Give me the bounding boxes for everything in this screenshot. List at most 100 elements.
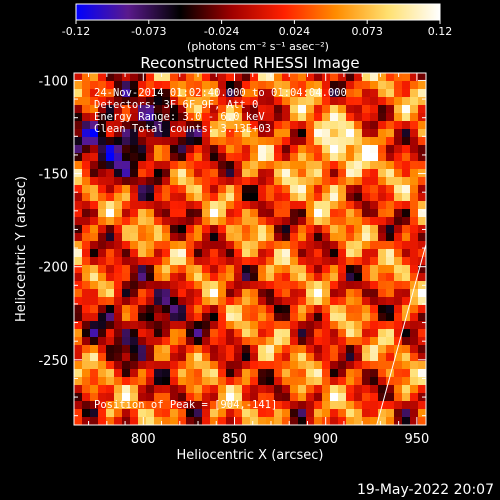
heatmap-cell [130, 289, 139, 298]
heatmap-cell [250, 209, 259, 218]
heatmap-cell [362, 393, 371, 402]
heatmap-cell [394, 265, 403, 274]
heatmap-cell [242, 177, 251, 186]
heatmap-cell [290, 369, 299, 378]
heatmap-cell [402, 145, 411, 154]
heatmap-cell [186, 385, 195, 394]
heatmap-cell [146, 217, 155, 226]
heatmap-cell [242, 329, 251, 338]
heatmap-cell [74, 81, 83, 90]
heatmap-cell [186, 209, 195, 218]
heatmap-cell [282, 257, 291, 266]
heatmap-cell [306, 305, 315, 314]
heatmap-cell [298, 377, 307, 386]
heatmap-cell [114, 249, 123, 258]
heatmap-cell [226, 353, 235, 362]
heatmap-cell [154, 97, 163, 106]
heatmap-cell [154, 249, 163, 258]
x-tick-label: 900 [313, 432, 338, 447]
heatmap-cell [194, 73, 203, 82]
heatmap-cell [186, 345, 195, 354]
heatmap-cell [418, 409, 426, 418]
heatmap-cell [90, 249, 99, 258]
heatmap-cell [386, 409, 395, 418]
heatmap-cell [274, 337, 283, 346]
heatmap-cell [338, 97, 347, 106]
heatmap-cell [138, 385, 147, 394]
heatmap-cell [242, 121, 251, 130]
heatmap-cell [290, 377, 299, 386]
heatmap-cell [266, 273, 275, 282]
heatmap-cell [90, 353, 99, 362]
heatmap-cell [266, 81, 275, 90]
heatmap-cell [146, 401, 155, 410]
heatmap-cell [234, 177, 243, 186]
heatmap-cell [138, 161, 147, 170]
heatmap-cell [98, 321, 107, 330]
heatmap-cell [154, 409, 163, 418]
heatmap-cell [202, 353, 211, 362]
heatmap-cell [90, 161, 99, 170]
heatmap-cell [314, 273, 323, 282]
heatmap-cell [178, 313, 187, 322]
heatmap-cell [234, 137, 243, 146]
heatmap-cell [226, 385, 235, 394]
y-axis-ticks: -100-150-200-250 [38, 74, 426, 417]
heatmap-cell [418, 241, 426, 250]
annotation-time-range: 24-Nov-2014 01:02:40.000 to 01:04:04.000 [94, 87, 347, 99]
heatmap-cell [378, 193, 387, 202]
heatmap-cell [314, 73, 323, 82]
heatmap-cell [210, 249, 219, 258]
heatmap-cell [146, 177, 155, 186]
heatmap-cell [178, 417, 187, 425]
heatmap-cell [314, 297, 323, 306]
heatmap-cell [146, 201, 155, 210]
heatmap-cell [226, 209, 235, 218]
heatmap-cell [130, 161, 139, 170]
heatmap-cell [250, 121, 259, 130]
heatmap-cell [186, 321, 195, 330]
heatmap-cell [130, 129, 139, 138]
heatmap-cell [410, 377, 419, 386]
heatmap-cell [146, 345, 155, 354]
heatmap-cell [330, 209, 339, 218]
heatmap-cell [138, 145, 147, 154]
heatmap-cell [234, 345, 243, 354]
heatmap-cell [218, 233, 227, 242]
heatmap-cell [330, 417, 339, 425]
heatmap-cell [210, 241, 219, 250]
heatmap-cell [202, 209, 211, 218]
heatmap-cell [346, 121, 355, 130]
heatmap-cell [122, 265, 131, 274]
heatmap-cell [114, 97, 123, 106]
heatmap-cell [250, 113, 259, 122]
heatmap-cell [362, 113, 371, 122]
heatmap-cell [386, 153, 395, 162]
heatmap-cell [98, 417, 107, 425]
heatmap-cell [338, 257, 347, 266]
heatmap-cell [370, 409, 379, 418]
heatmap-cell [282, 137, 291, 146]
heatmap-cell [218, 385, 227, 394]
heatmap-cell [98, 201, 107, 210]
heatmap-cell [234, 201, 243, 210]
heatmap-cell [154, 233, 163, 242]
heatmap-cell [226, 73, 235, 82]
heatmap-cell [146, 337, 155, 346]
heatmap-cell [242, 225, 251, 234]
heatmap-cell [234, 153, 243, 162]
heatmap-cell [106, 129, 115, 138]
heatmap-cell [242, 185, 251, 194]
heatmap-cell [74, 89, 83, 98]
heatmap-cell [290, 337, 299, 346]
heatmap-cell [74, 321, 83, 330]
heatmap-cell [218, 105, 227, 114]
heatmap-cell [266, 201, 275, 210]
heatmap-cell [90, 193, 99, 202]
heatmap-cell [346, 129, 355, 138]
heatmap-cell [154, 345, 163, 354]
heatmap-cell [242, 201, 251, 210]
heatmap-cell [210, 417, 219, 425]
heatmap-cell [274, 105, 283, 114]
heatmap-cell [338, 209, 347, 218]
